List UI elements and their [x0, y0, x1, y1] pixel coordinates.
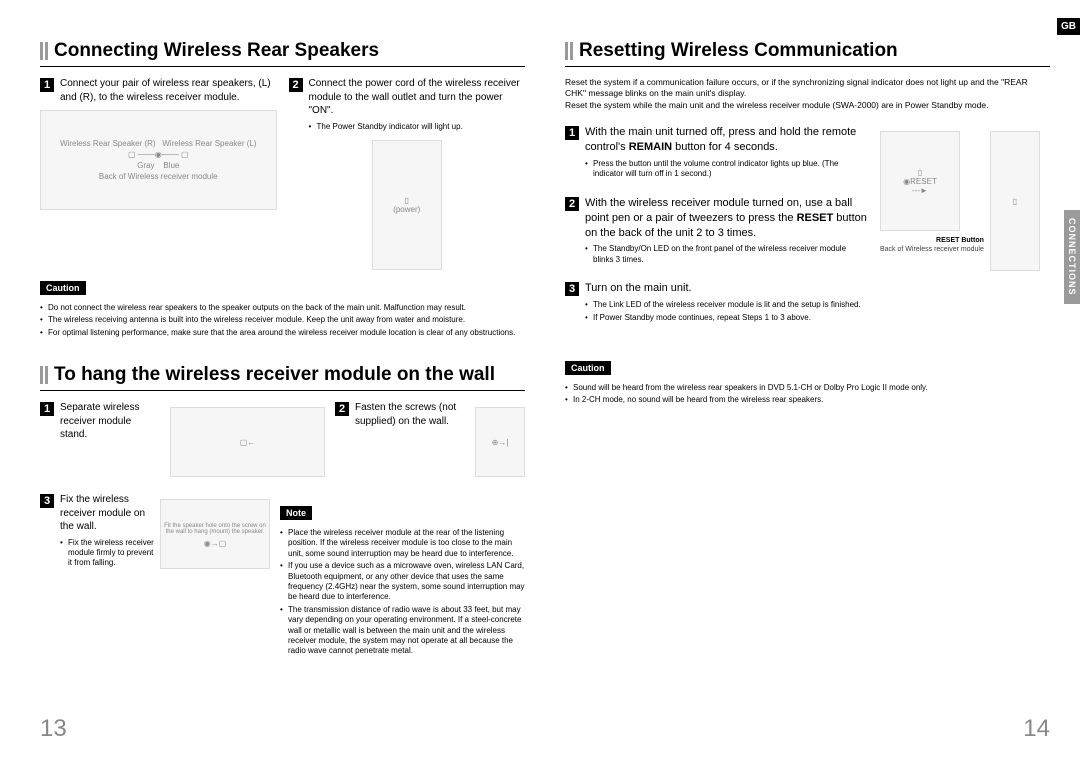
rule — [565, 66, 1050, 67]
caution-label: Caution — [565, 361, 611, 375]
step-text: Fix the wireless receiver module on the … — [60, 493, 154, 571]
intro-text: Reset the system if a communication fail… — [565, 77, 1050, 111]
reset-button-label: RESET Button — [880, 237, 984, 244]
step-number: 2 — [565, 197, 579, 211]
reset-step-3: 3 Turn on the main unit. The Link LED of… — [565, 281, 868, 326]
diagram-speakers: Wireless Rear Speaker (R) Wireless Rear … — [40, 110, 277, 210]
diagram-screw-wall: ⊕→| — [475, 407, 525, 477]
caution-item: The wireless receiving antenna is built … — [40, 315, 525, 325]
step-number: 1 — [40, 402, 54, 416]
hang-row-1: 1 Separate wireless receiver module stan… — [40, 401, 525, 483]
section-title-connecting: Connecting Wireless Rear Speakers — [40, 40, 525, 62]
rule — [40, 390, 525, 391]
page-number-left: 13 — [40, 715, 67, 743]
title-bars-icon — [40, 42, 48, 60]
step-text: Fasten the screws (not supplied) on the … — [355, 401, 465, 428]
language-badge: GB — [1057, 18, 1080, 35]
diagram-mount-module: Fit the speaker hole onto the screw on t… — [160, 499, 270, 569]
reset-step-2: 2 With the wireless receiver module turn… — [565, 196, 868, 267]
step-text: With the wireless receiver module turned… — [585, 196, 868, 267]
note-item: Place the wireless receiver module at th… — [280, 528, 525, 559]
title-text: To hang the wireless receiver module on … — [54, 364, 495, 386]
note-item: The transmission distance of radio wave … — [280, 605, 525, 657]
title-bars-icon — [40, 366, 48, 384]
reset-content: 1 With the main unit turned off, press a… — [565, 125, 1050, 339]
step-number: 1 — [40, 78, 54, 92]
caution-item: For optimal listening performance, make … — [40, 328, 525, 338]
title-text: Resetting Wireless Communication — [579, 40, 898, 62]
note-list: Place the wireless receiver module at th… — [280, 528, 525, 657]
caution-item: In 2-CH mode, no sound will be heard fro… — [565, 395, 1050, 405]
page-right: Resetting Wireless Communication Reset t… — [565, 40, 1050, 743]
note-label: Note — [280, 506, 312, 520]
step-number: 2 — [289, 78, 303, 92]
diagram-caption: Back of Wireless receiver module — [880, 246, 984, 253]
steps-row: 1 Connect your pair of wireless rear spe… — [40, 77, 525, 270]
diagram-receiver-power: ▯(power) — [372, 140, 442, 270]
caution-item: Do not connect the wireless rear speaker… — [40, 303, 525, 313]
step-1: 1 Connect your pair of wireless rear spe… — [40, 77, 277, 104]
title-bars-icon — [565, 42, 573, 60]
step-text: Connect the power cord of the wireless r… — [309, 77, 526, 134]
reset-diagram-group: ▯◉RESET---► RESET Button Back of Wireles… — [880, 125, 1050, 277]
caution-item: Sound will be heard from the wireless re… — [565, 383, 1050, 393]
step-number: 3 — [565, 282, 579, 296]
caution-label: Caution — [40, 281, 86, 295]
step-text: With the main unit turned off, press and… — [585, 125, 868, 181]
diagram-receiver-front: ▯ — [990, 131, 1040, 271]
step-number: 2 — [335, 402, 349, 416]
section-tab: CONNECTIONS — [1064, 210, 1080, 304]
section-title-hang: To hang the wireless receiver module on … — [40, 364, 525, 386]
note-item: If you use a device such as a microwave … — [280, 561, 525, 603]
step-2: 2 Connect the power cord of the wireless… — [289, 77, 526, 134]
title-text: Connecting Wireless Rear Speakers — [54, 40, 379, 62]
step-text: Turn on the main unit. The Link LED of t… — [585, 281, 861, 326]
step-text: Connect your pair of wireless rear speak… — [60, 77, 277, 104]
page-number-right: 14 — [1023, 715, 1050, 743]
page-left: Connecting Wireless Rear Speakers 1 Conn… — [40, 40, 525, 743]
diagram-separate-stand: ▢← — [170, 407, 325, 477]
caution-list: Sound will be heard from the wireless re… — [565, 383, 1050, 406]
hang-row-2: 3 Fix the wireless receiver module on th… — [40, 493, 525, 659]
reset-step-1: 1 With the main unit turned off, press a… — [565, 125, 868, 181]
section-title-resetting: Resetting Wireless Communication — [565, 40, 1050, 62]
step-number: 1 — [565, 126, 579, 140]
diagram-reset-back: ▯◉RESET---► — [880, 131, 960, 231]
rule — [40, 66, 525, 67]
step-number: 3 — [40, 494, 54, 508]
step-text: Separate wireless receiver module stand. — [60, 401, 160, 442]
page-spread: Connecting Wireless Rear Speakers 1 Conn… — [0, 0, 1080, 763]
caution-list: Do not connect the wireless rear speaker… — [40, 303, 525, 338]
